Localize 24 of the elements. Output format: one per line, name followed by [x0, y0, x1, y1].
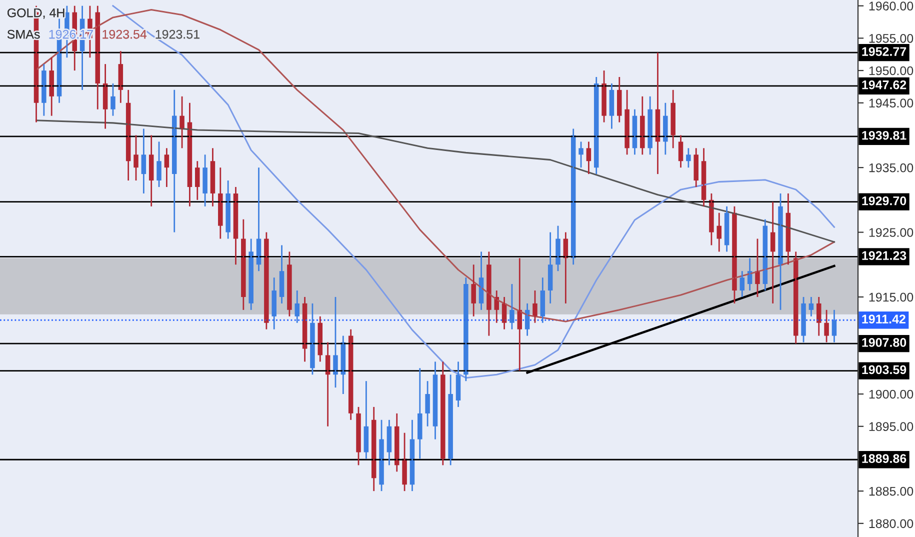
ref-line-label: 1939.81: [862, 130, 906, 140]
y-tick-label: 1955.00: [869, 34, 914, 43]
ref-line-label: 1889.86: [862, 454, 906, 463]
y-tick-label: 1945.00: [869, 98, 914, 108]
ref-line-label: 1952.77: [862, 47, 906, 56]
ref-line-label: 1947.62: [862, 80, 906, 90]
text: 1926.17: [49, 30, 93, 39]
y-tick-label: 1935.00: [869, 163, 914, 172]
y-tick-label: 1895.00: [869, 422, 914, 432]
y-tick-label: 1950.00: [869, 66, 914, 76]
ref-line-label: 1907.80: [862, 338, 906, 347]
y-tick-label: 1885.00: [869, 486, 914, 496]
text: 1923.51: [156, 30, 200, 39]
series-label: 1923.54: [102, 30, 147, 39]
y-tick-label: 1925.00: [869, 228, 914, 237]
y-tick-label: 1880.00: [869, 519, 914, 528]
line-series: [35, 120, 835, 243]
y-tick-label: 1900.00: [869, 390, 914, 399]
ref-line-label: 1921.23: [862, 251, 906, 260]
y-tick-label: 1915.00: [869, 292, 914, 302]
ref-line-label: 1903.59: [862, 365, 906, 374]
ref-line-label: 1929.70: [862, 196, 906, 206]
ref-line-label: 1911.42: [862, 314, 906, 324]
y-tick-label: 1960.00: [869, 2, 914, 10]
